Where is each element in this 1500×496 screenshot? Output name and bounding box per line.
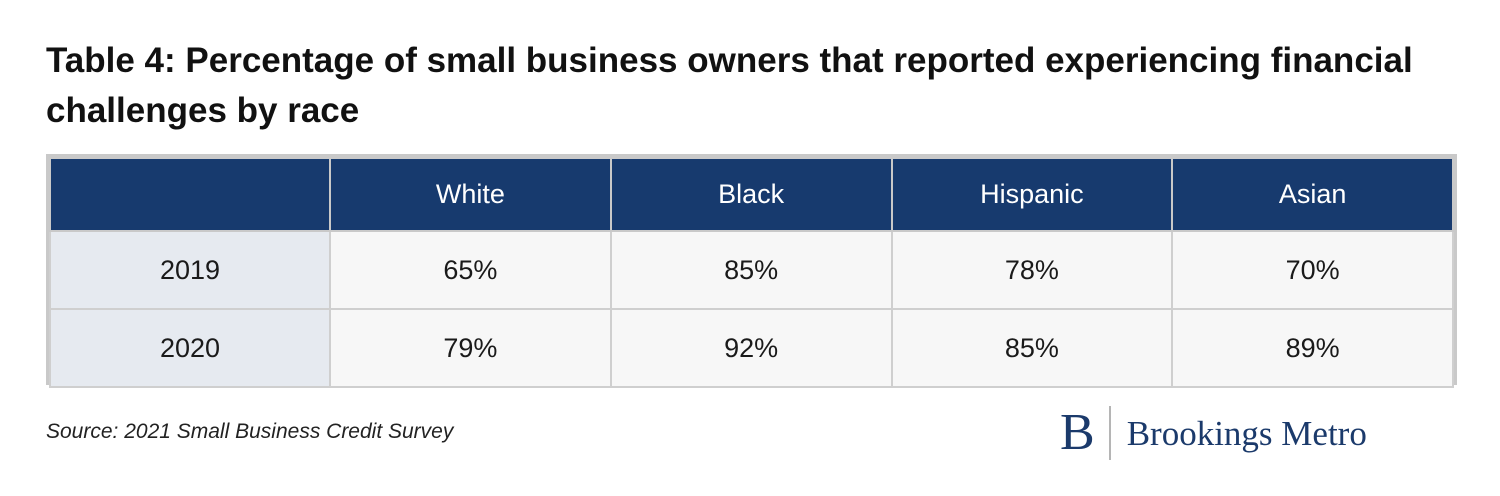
brand-mark-letter: B [1060,404,1095,461]
brookings-metro-logo: B Brookings Metro [1060,398,1367,468]
table-cell: 70% [1171,230,1454,310]
table-row: 2020 79% 92% 85% 89% [49,308,1454,388]
row-label-2019: 2019 [49,230,331,310]
table-cell: 79% [329,308,612,388]
table-cell: 85% [609,230,893,310]
data-table-container: White Black Hispanic Asian 2019 65% 85% … [46,154,1457,388]
column-header-white: White [329,157,612,232]
table-cell: 89% [1171,308,1454,388]
table-cell: 85% [890,308,1174,388]
row-label-2020: 2020 [49,308,331,388]
table-cell: 92% [609,308,893,388]
column-header-black: Black [609,157,893,232]
brand-name: Brookings Metro [1126,413,1367,453]
column-header-asian: Asian [1171,157,1454,232]
data-table: White Black Hispanic Asian 2019 65% 85% … [49,157,1454,388]
table-cell: 65% [329,230,612,310]
table-header-row: White Black Hispanic Asian [49,157,1454,232]
column-header-blank [49,157,331,232]
chart-title: Table 4: Percentage of small business ow… [46,41,1413,130]
table-row: 2019 65% 85% 78% 70% [49,230,1454,310]
logo-divider [1108,406,1111,460]
table-cell: 78% [890,230,1174,310]
source-note: Source: 2021 Small Business Credit Surve… [46,420,454,443]
column-header-hispanic: Hispanic [890,157,1174,232]
